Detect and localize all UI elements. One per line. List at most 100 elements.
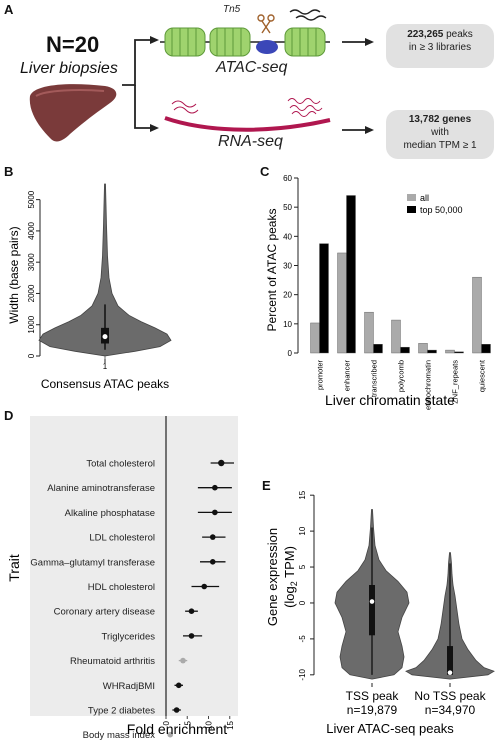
c-category-label: promoter [316, 360, 325, 391]
b-ytick-label: 5000 [27, 190, 36, 208]
panel-a-letter: A [4, 2, 14, 17]
d-trait-label: Body mass index [83, 730, 156, 741]
b-ytick-label: 4000 [27, 221, 36, 239]
atac-peak-filter: in ≥ 3 libraries [408, 42, 472, 53]
d-trait-label: Coronary artery disease [54, 607, 155, 618]
b-xlabel: Consensus ATAC peaks [41, 377, 169, 391]
d-trait-label: Alanine aminotransferase [47, 483, 155, 494]
atac-peak-unit: peaks [443, 29, 473, 40]
d-point [188, 608, 195, 614]
d-xtick-label: 5 [183, 720, 192, 725]
c-ytick-label: 40 [283, 232, 292, 241]
c-bar [310, 322, 320, 354]
e-group-label: TSS peak [346, 689, 400, 703]
scissors-icon [257, 14, 275, 34]
e-median [369, 599, 375, 604]
e-group-n: n=19,879 [347, 703, 398, 717]
legend-swatch-all [407, 194, 416, 201]
nucleosome-icon [164, 27, 326, 57]
e-median [447, 670, 453, 675]
c-bar [472, 276, 482, 354]
c-bar [427, 349, 437, 354]
tn5-label: Tn5 [223, 4, 241, 15]
atac-result-box: 223,265 peaks in ≥ 3 libraries [386, 24, 494, 68]
legend-label-top: top 50,000 [420, 205, 463, 215]
panel-e-chart: -10 -5 0 5 10 15 Gene expression (log2 TPM) T… [265, 490, 495, 736]
e-box [369, 585, 375, 636]
rna-gene-count: 13,782 genes [408, 114, 472, 125]
c-ytick-label: 0 [288, 349, 293, 358]
c-category-label: quiescent [478, 359, 487, 392]
c-ytick-label: 20 [283, 291, 292, 300]
legend-swatch-top [407, 206, 416, 213]
c-bar [364, 311, 374, 354]
rna-result-filter: median TPM ≥ 1 [403, 140, 477, 151]
b-ylabel: Width (base pairs) [7, 226, 21, 323]
c-bar [373, 344, 383, 354]
panel-c-chart: 0 10 20 30 40 50 60 promoter enhancer transcribe… [265, 174, 491, 410]
c-ytick-label: 50 [283, 203, 292, 212]
e-ytick-label: -5 [298, 635, 307, 643]
c-legend: all top 50,000 [407, 193, 463, 215]
c-bar [454, 351, 464, 354]
b-ytick-label: 2000 [27, 284, 36, 302]
panel-b-letter: B [4, 164, 14, 179]
d-point [201, 583, 208, 590]
c-bar [319, 243, 329, 354]
atac-seq-label: ATAC-seq [216, 59, 288, 76]
liver-icon [29, 84, 117, 142]
legend-label-all: all [420, 193, 429, 203]
d-trait-label: HDL cholesterol [88, 582, 155, 593]
d-trait-label: Total cholesterol [86, 459, 155, 470]
d-xtick-label: 15 [226, 720, 235, 729]
c-ylabel: Percent of ATAC peaks [265, 209, 279, 332]
c-category-label: heterochromatin [424, 360, 433, 410]
c-bar [337, 252, 347, 354]
tn5-icon [256, 40, 278, 54]
d-point [175, 682, 182, 689]
rna-result-with: with [431, 127, 449, 138]
b-median [102, 334, 108, 340]
d-xtick-label: 10 [205, 720, 214, 729]
e-ylabel-line2: (log2 TPM) [282, 546, 299, 608]
d-point [212, 484, 218, 491]
panel-a-schematic [29, 9, 374, 142]
e-xlabel: Liver ATAC-seq peaks [326, 721, 454, 736]
c-bar [391, 319, 401, 354]
d-point [209, 534, 216, 540]
b-xtick: 1 [103, 362, 108, 371]
c-ytick-label: 30 [283, 262, 292, 271]
d-background [30, 416, 238, 716]
e-ytick-label: 15 [298, 490, 307, 499]
d-point [212, 509, 218, 516]
d-trait-label: LDL cholesterol [89, 533, 155, 544]
rna-transcript-icon [164, 116, 331, 132]
rna-seq-label: RNA-seq [218, 133, 283, 150]
e-ytick-label: 10 [298, 526, 307, 535]
panel-d-letter: D [4, 408, 14, 423]
c-category-label: transcribed [370, 360, 379, 397]
atac-peak-count: 223,265 [407, 29, 444, 40]
d-point [180, 657, 186, 664]
panel-c-letter: C [260, 164, 270, 179]
c-bar [418, 343, 428, 354]
panel-b-chart: 0 1000 2000 3000 4000 5000 Width (base pairs)… [7, 183, 172, 391]
sample-count: N=20 [46, 32, 100, 57]
c-ytick-label: 10 [283, 320, 292, 329]
c-category-label: enhancer [343, 360, 352, 392]
c-bar [445, 349, 455, 354]
e-ytick-label: 0 [298, 600, 307, 605]
branch-arrow-rna [134, 85, 150, 129]
d-xtick-label: 0 [162, 720, 171, 725]
e-group-n: n=34,970 [425, 703, 476, 717]
branch-arrow-atac [122, 39, 150, 86]
d-trait-label: WHRadjBMI [103, 681, 155, 692]
d-xlabel: Fold enrichment [127, 721, 227, 737]
d-point [173, 707, 180, 713]
e-ylabel-line1: Gene expression [265, 528, 280, 626]
adapter-strands-icon [289, 9, 327, 21]
d-trait-label: Type 2 diabetes [88, 706, 155, 717]
d-trait-label: Alkaline phosphatase [65, 508, 155, 519]
sample-type-label: Liver biopsies [20, 60, 118, 77]
b-ytick-label: 3000 [27, 253, 36, 271]
